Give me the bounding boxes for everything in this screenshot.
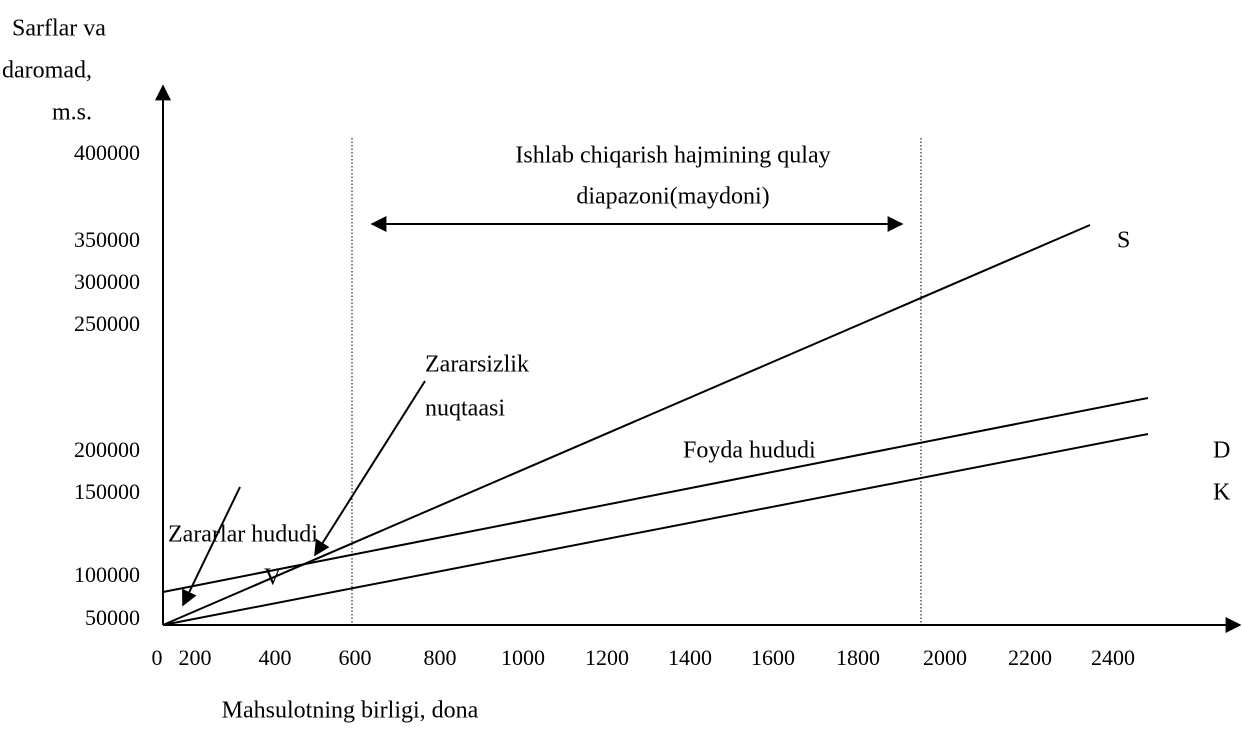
annotation: Ishlab chiqarish hajmining qulay <box>515 143 830 169</box>
x-tick-label: 600 <box>339 645 372 670</box>
x-tick-label: 800 <box>424 645 457 670</box>
y-tick-label: 400000 <box>74 140 140 165</box>
breakeven-arrow <box>314 380 426 557</box>
annotation: nuqtaasi <box>425 396 505 422</box>
line-s <box>162 224 1091 626</box>
y-axis-label: daromad, <box>2 58 92 84</box>
x-tick-label: 0 <box>152 645 163 670</box>
y-tick-label: 50000 <box>85 605 140 630</box>
annotation: diapazoni(maydoni) <box>576 184 769 210</box>
line-d <box>162 397 1149 593</box>
line-label: K <box>1213 480 1231 506</box>
x-tick-label: 1600 <box>751 645 795 670</box>
x-tick-label: 1200 <box>585 645 629 670</box>
y-tick-label: 300000 <box>74 269 140 294</box>
x-tick-label: 2400 <box>1091 645 1135 670</box>
line-label: D <box>1213 438 1230 464</box>
y-tick-label: 150000 <box>74 479 140 504</box>
y-tick-label: 200000 <box>74 437 140 462</box>
line-label: S <box>1117 228 1130 254</box>
y-tick-label: 250000 <box>74 311 140 336</box>
x-tick-label: 200 <box>179 645 212 670</box>
y-axis-label: m.s. <box>52 100 92 126</box>
loss-arrow <box>182 486 241 607</box>
y-axis-label: Sarflar va <box>12 16 106 42</box>
x-tick-label: 2200 <box>1008 645 1052 670</box>
y-tick-label: 100000 <box>74 562 140 587</box>
annotation: Zararlar hududi <box>168 522 318 548</box>
annotation: Zararsizlik <box>425 352 529 378</box>
x-tick-label: 1800 <box>836 645 880 670</box>
x-tick-label: 1000 <box>501 645 545 670</box>
x-tick-label: 2000 <box>923 645 967 670</box>
line-k <box>162 433 1149 626</box>
x-axis-label: Mahsulotning birligi, dona <box>222 698 479 724</box>
x-tick-label: 1400 <box>668 645 712 670</box>
y-tick-label: 350000 <box>74 227 140 252</box>
line-label: V <box>264 565 282 591</box>
x-tick-label: 400 <box>259 645 292 670</box>
annotation: Foyda hududi <box>683 438 816 464</box>
